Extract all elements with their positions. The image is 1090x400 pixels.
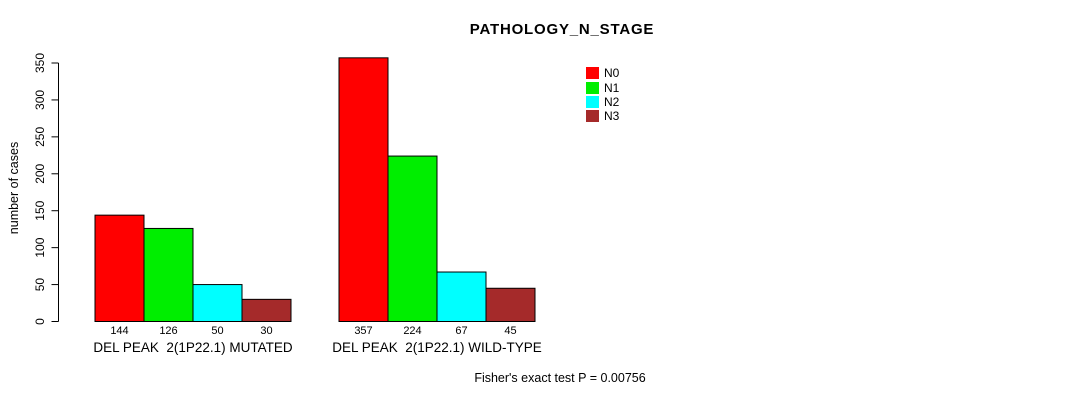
legend-label: N0 bbox=[604, 66, 620, 81]
bar-value-label: 144 bbox=[110, 325, 128, 337]
legend: N0 N1 N2 N3 bbox=[586, 66, 619, 124]
bar-n0-group0 bbox=[94, 214, 145, 323]
y-axis-tick-label: 350 bbox=[33, 53, 47, 73]
bar-value-label: 30 bbox=[260, 325, 272, 337]
y-axis-tick-label: 300 bbox=[33, 90, 47, 110]
legend-swatch-icon bbox=[586, 95, 599, 108]
legend-swatch-icon bbox=[586, 110, 599, 123]
bar-n3-group0 bbox=[241, 298, 292, 323]
y-axis-tick-label: 200 bbox=[33, 163, 47, 183]
legend-label: N2 bbox=[604, 94, 620, 109]
chart-title: PATHOLOGY_N_STAGE bbox=[469, 21, 655, 38]
legend-label: N1 bbox=[604, 80, 620, 95]
bar-value-label: 224 bbox=[403, 325, 421, 337]
bar-value-label: 50 bbox=[211, 325, 223, 337]
bar-n1-group0 bbox=[143, 227, 194, 322]
legend-entry-n3: N3 bbox=[586, 109, 619, 123]
x-category-label: DEL PEAK 2(1P22.1) WILD-TYPE bbox=[332, 340, 542, 355]
bar-n2-group1 bbox=[436, 271, 487, 323]
bar-n0-group1 bbox=[338, 57, 389, 323]
legend-swatch-icon bbox=[586, 67, 599, 80]
y-axis-tick-label: 250 bbox=[33, 127, 47, 147]
legend-entry-n2: N2 bbox=[586, 95, 619, 109]
bar-value-label: 126 bbox=[159, 325, 177, 337]
statistical-test-annotation: Fisher's exact test P = 0.00756 bbox=[474, 371, 646, 385]
bar-n2-group0 bbox=[192, 284, 243, 323]
y-axis-tick-label: 0 bbox=[33, 318, 47, 325]
bar-value-label: 67 bbox=[455, 325, 467, 337]
bar-value-label: 45 bbox=[504, 325, 516, 337]
bar-value-label: 357 bbox=[354, 325, 372, 337]
bar-n1-group1 bbox=[387, 155, 438, 322]
legend-entry-n1: N1 bbox=[586, 80, 620, 95]
x-category-label: DEL PEAK 2(1P22.1) MUTATED bbox=[93, 340, 293, 355]
legend-label: N3 bbox=[604, 109, 620, 124]
bar-n3-group1 bbox=[485, 287, 536, 322]
legend-swatch-icon bbox=[586, 81, 599, 94]
legend-entry-n0: N0 bbox=[586, 66, 619, 80]
y-axis-tick-label: 50 bbox=[33, 278, 47, 292]
y-axis-tick-label: 100 bbox=[33, 237, 47, 257]
y-axis-tick-label: 150 bbox=[33, 200, 47, 220]
